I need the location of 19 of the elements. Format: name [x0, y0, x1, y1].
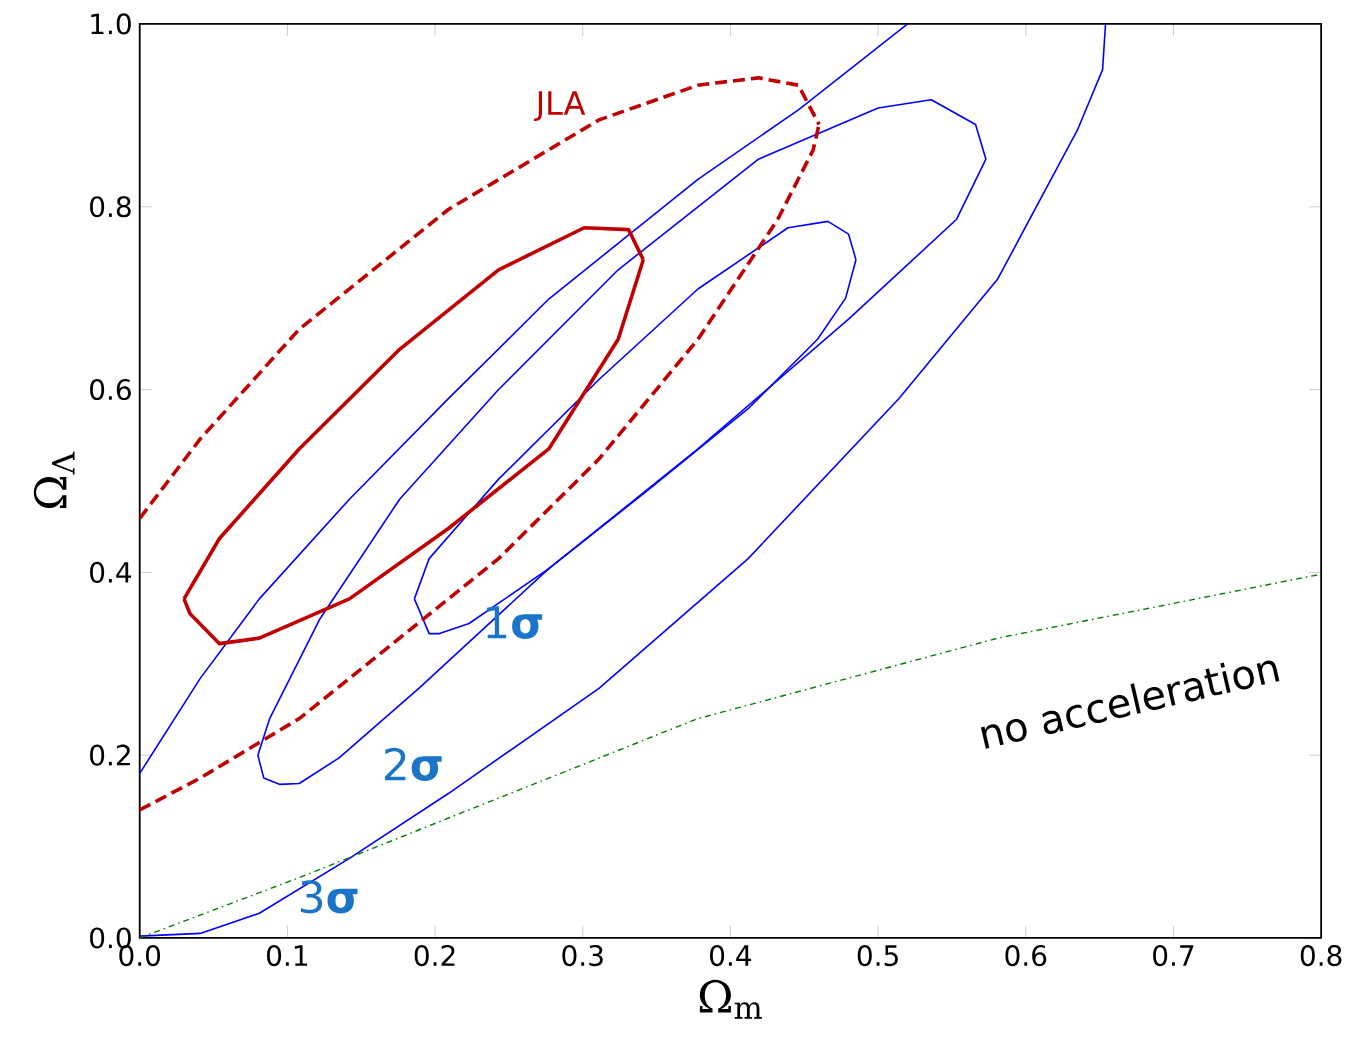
x-tick-label: 0.3 — [562, 945, 603, 967]
y-tick-label: 1.0 — [91, 13, 131, 35]
x-tick-label: 0.2 — [414, 945, 455, 967]
x-tick-label: 0.5 — [857, 945, 898, 967]
x-axis-title: Ω$_{m}$ — [699, 979, 762, 1019]
x-tick-label: 0.7 — [1153, 945, 1194, 967]
y-tick-label: 0.2 — [90, 744, 130, 766]
y-tick-label: 0.6 — [90, 379, 131, 401]
y-axis-title: Ω$_{Λ}$ — [33, 451, 75, 509]
x-tick-label: 0.1 — [267, 945, 308, 967]
y-tick-label: 0.8 — [90, 196, 131, 218]
annotation: JLA — [534, 91, 586, 122]
annotation: 2σ — [385, 747, 442, 782]
x-tick-label: 0.8 — [1300, 945, 1342, 967]
y-tick-label: 0.4 — [90, 561, 132, 584]
annotation: 3σ — [301, 880, 358, 914]
x-tick-label: 0.4 — [710, 945, 752, 967]
annotation: 1σ — [487, 606, 543, 640]
x-tick-label: 0.6 — [1005, 945, 1047, 967]
